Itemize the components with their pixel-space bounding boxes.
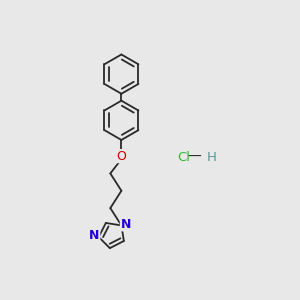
Text: H: H [207, 151, 217, 164]
Text: —: — [187, 150, 201, 164]
Text: N: N [89, 229, 100, 242]
Text: N: N [120, 218, 131, 231]
Text: Cl: Cl [177, 151, 190, 164]
Text: O: O [116, 150, 126, 163]
